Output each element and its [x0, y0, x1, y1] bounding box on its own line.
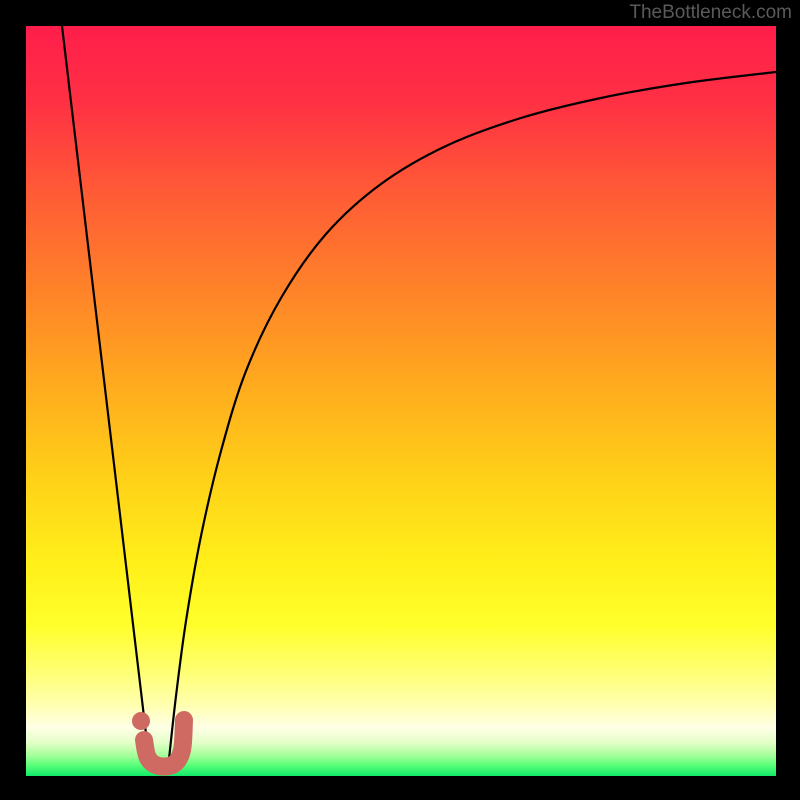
plot-area — [26, 26, 776, 776]
j-mark-dot — [132, 712, 150, 730]
j-mark-layer — [26, 26, 776, 776]
watermark: TheBottleneck.com — [629, 2, 792, 24]
j-mark-hook — [144, 720, 184, 767]
